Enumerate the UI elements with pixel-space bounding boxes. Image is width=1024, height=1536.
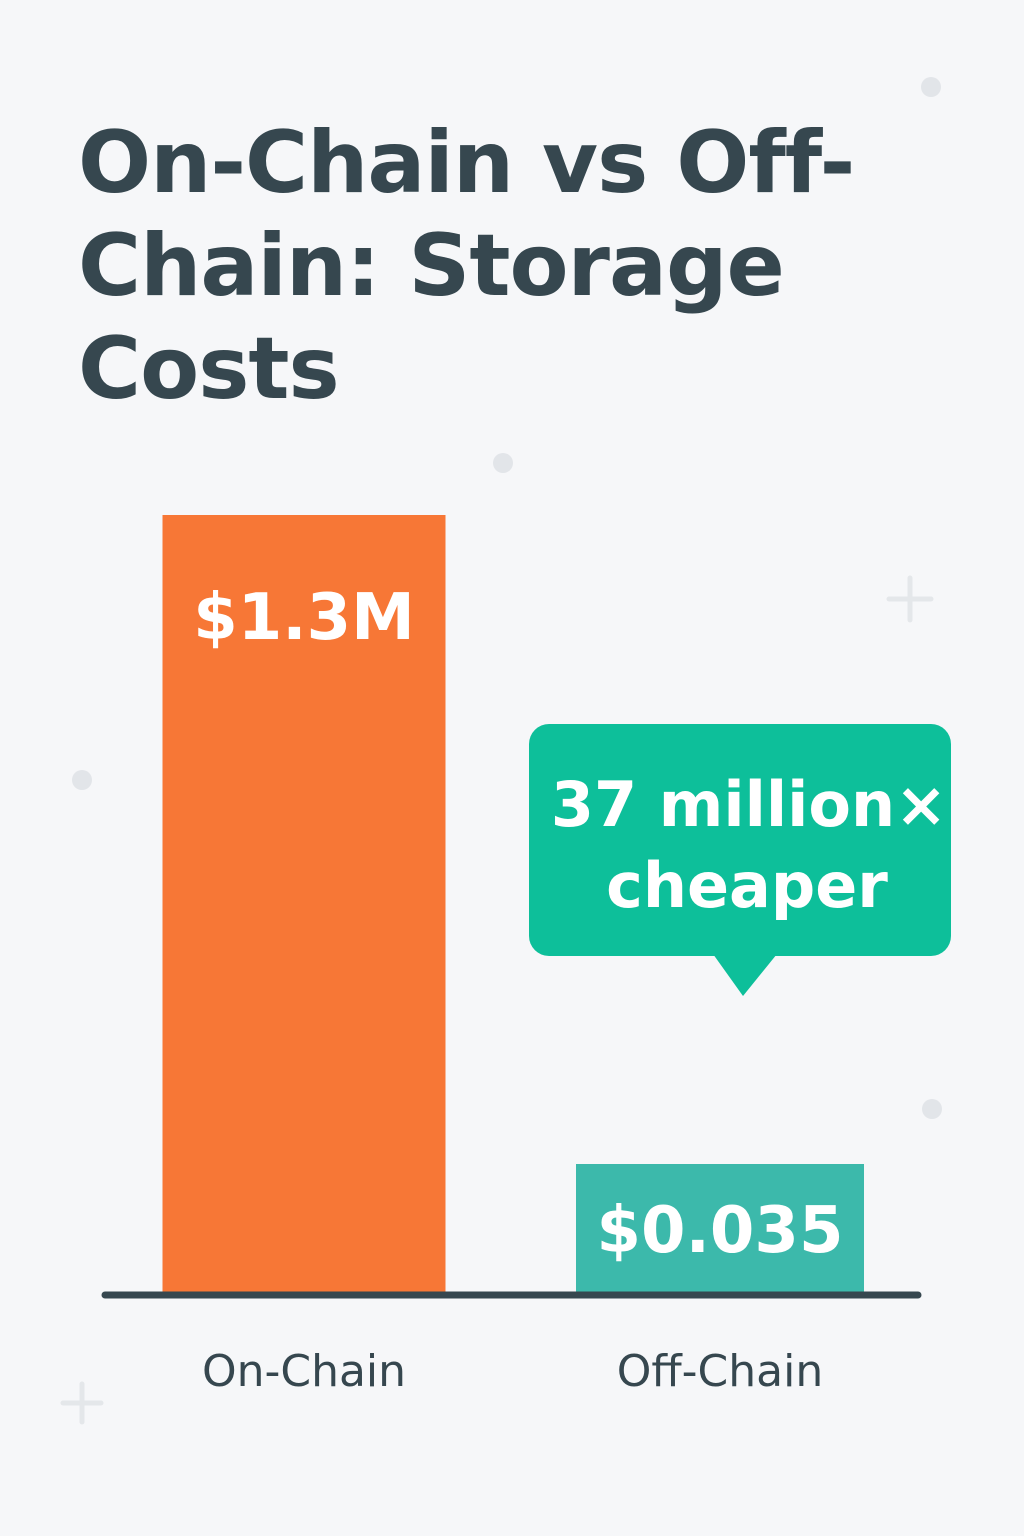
x-tick-label: Off-Chain [617,1346,824,1397]
callout-text-line: cheaper [606,849,888,922]
bar-off-chain [576,1164,864,1292]
callout-text-line: 37 million× [551,768,947,841]
decor-dot [921,77,941,97]
background-decorations [60,77,942,1425]
decor-dot [493,453,513,473]
decor-dot [72,770,92,790]
decor-plus [886,575,934,623]
callout-pointer [713,954,777,996]
x-tick-label: On-Chain [202,1346,406,1397]
bar-value-label: $0.035 [597,1194,844,1268]
callout-bubble [529,724,951,956]
bar-value-label: $1.3M [193,581,415,655]
decor-dot [922,1099,942,1119]
chart-title: On-Chain vs Off-Chain: Storage Costs [78,113,855,419]
decor-plus [60,1381,104,1425]
bar-on-chain [162,515,446,1292]
